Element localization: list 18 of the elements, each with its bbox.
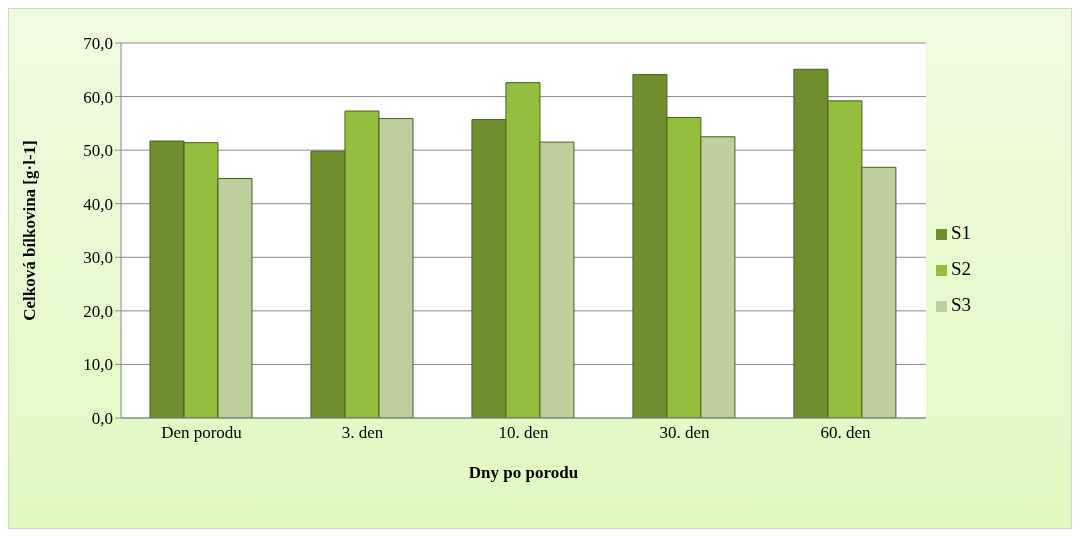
x-tick-label: 60. den: [820, 423, 871, 443]
x-axis-title: Dny po porodu: [468, 463, 579, 482]
y-tick-label: 50,0: [83, 141, 113, 161]
y-tick-label: 40,0: [83, 194, 113, 214]
y-axis-title: Celková bílkovina [g·l-1]: [20, 140, 40, 321]
legend-label: S2: [950, 257, 971, 279]
x-tick-label: Den porodu: [161, 423, 243, 443]
y-tick-label: 70,0: [83, 34, 113, 54]
y-tick-label: 30,0: [83, 248, 113, 268]
y-tick-label: 0,0: [91, 409, 113, 429]
x-tick-label: 10. den: [498, 423, 549, 443]
y-tick-label: 20,0: [83, 301, 113, 321]
x-tick-label: 30. den: [659, 423, 710, 443]
x-tick-label: 3. den: [341, 423, 384, 443]
legend-label: S3: [950, 293, 971, 315]
legend-label: S1: [950, 221, 971, 243]
y-tick-label: 60,0: [83, 87, 113, 107]
y-tick-label: 10,0: [83, 355, 113, 375]
